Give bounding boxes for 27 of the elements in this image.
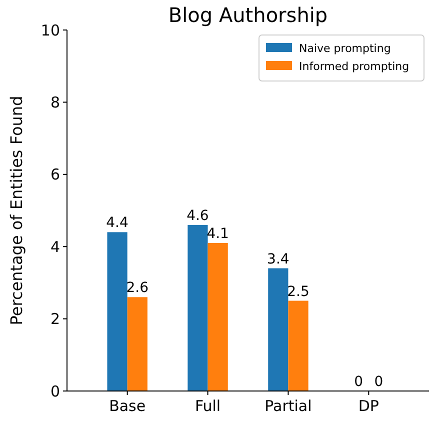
bar [288,300,308,391]
chart-title: Blog Authorship [168,3,328,27]
data-label: 4.6 [186,208,209,224]
y-tick-label: 6 [50,166,60,184]
data-label: 0 [354,374,364,390]
y-tick-label: 4 [50,238,60,256]
bar [127,297,148,391]
x-tick-label: DP [358,397,379,415]
x-tick-label: Partial [264,397,312,415]
y-tick-label: 2 [50,310,60,328]
legend-label: Informed prompting [299,60,410,73]
x-tick-label: Base [109,397,146,415]
y-tick-label: 0 [50,382,60,400]
data-label: 2.5 [287,284,310,300]
x-tick-label: Full [194,397,221,415]
data-label: 3.4 [267,251,290,268]
bar [107,232,128,391]
data-label: 0 [374,374,384,390]
y-axis-title: Percentage of Entities Found [7,96,26,326]
bar [188,224,208,391]
legend-label: Naive prompting [299,42,391,55]
bar [208,242,228,391]
data-label: 4.4 [106,215,128,232]
data-label: 4.1 [206,226,229,242]
bar [268,268,288,391]
y-tick-label: 10 [40,21,60,40]
y-tick-label: 8 [50,93,60,112]
